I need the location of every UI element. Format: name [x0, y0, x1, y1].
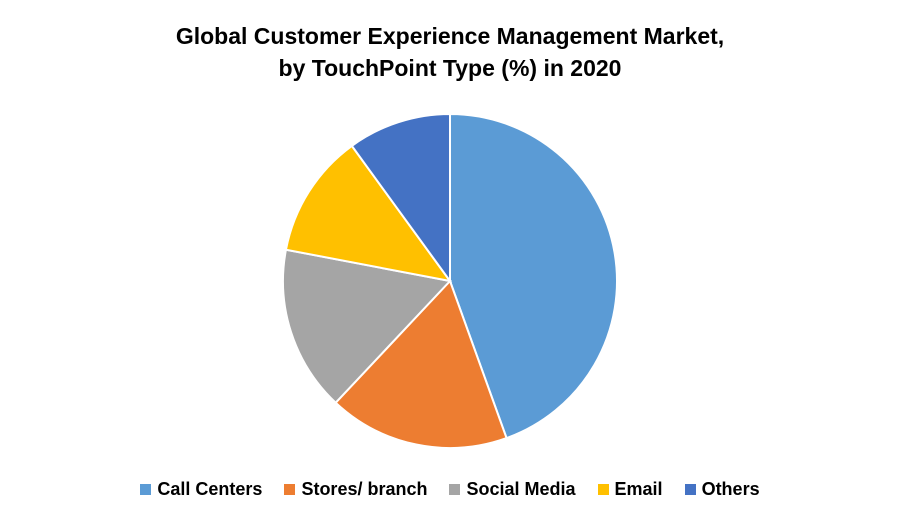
- legend-swatch: [449, 484, 461, 495]
- legend-label: Call Centers: [157, 479, 263, 499]
- pie-slice-social-media: [282, 248, 452, 405]
- legend-swatch: [140, 484, 152, 495]
- pie-slice-email: [284, 144, 453, 283]
- legend-label: Others: [701, 479, 760, 499]
- legend-swatch: [597, 484, 609, 495]
- chart-title-line-2: by TouchPoint Type (%) in 2020: [278, 55, 622, 81]
- pie-slice-call-centers: [449, 112, 618, 440]
- chart-title: Global Customer Experience Management Ma…: [0, 20, 900, 84]
- legend-item-stores-branch: Stores/ branch: [284, 479, 427, 500]
- legend-label: Stores/ branch: [301, 479, 428, 499]
- legend-swatch: [684, 484, 696, 495]
- legend-item-others: Others: [684, 479, 760, 500]
- legend-item-email: Email: [597, 479, 663, 500]
- chart-title-line-1: Global Customer Experience Management Ma…: [175, 23, 725, 49]
- legend-swatch: [284, 484, 296, 495]
- legend: Call Centers Stores/ branch Social Media Em…: [0, 479, 900, 500]
- legend-item-call-centers: Call Centers: [140, 479, 262, 500]
- legend-item-social-media: Social Media: [449, 479, 576, 500]
- legend-label: Social Media: [466, 479, 576, 499]
- legend-label: Email: [614, 479, 663, 499]
- pie-slice-others: [350, 112, 451, 285]
- pie-slice-stores-branch: [334, 279, 508, 449]
